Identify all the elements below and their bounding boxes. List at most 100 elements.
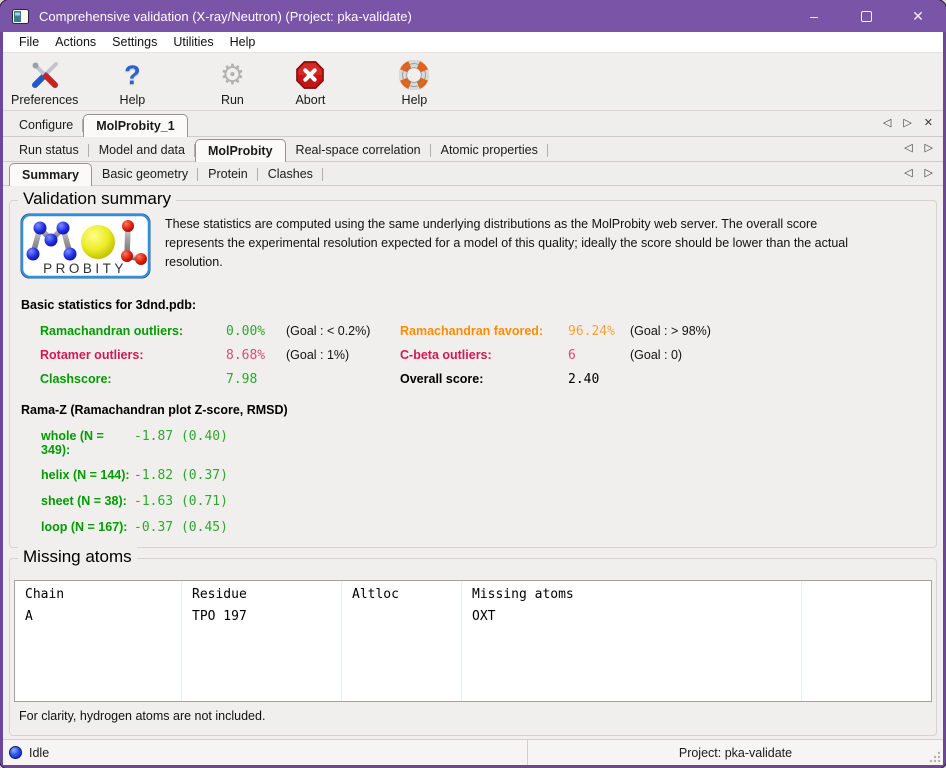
menu-actions[interactable]: Actions (55, 35, 97, 49)
summary-panel: Validation summary (3, 186, 943, 739)
molprobity-logo: PROBITY (20, 213, 151, 282)
toolbar: Preferences ? Help ⚙ Run Abort (3, 53, 943, 111)
statusbar: Idle Project: pka-validate (3, 739, 943, 765)
tab-scroll-right-icon[interactable]: ▷ (924, 142, 933, 154)
column-residue: Residue TPO 197 (182, 581, 342, 701)
table-cell[interactable]: TPO 197 (192, 609, 247, 624)
tab-molprobity-1[interactable]: MolProbity_1 (83, 114, 188, 137)
stat-value: 7.98 (226, 372, 258, 387)
validation-summary-title: Validation summary (18, 189, 177, 209)
window-title: Comprehensive validation (X-ray/Neutron)… (39, 8, 412, 24)
tab-scroll-left-icon[interactable]: ◁ (882, 116, 892, 129)
stat-goal: (Goal : > 98%) (630, 324, 711, 338)
column-altloc: Altloc (342, 581, 462, 701)
stat-value: 8.68% (226, 348, 266, 363)
validation-summary-group: Validation summary (9, 189, 937, 548)
rama-z-grid: whole (N = 349): -1.87 (0.40) helix (N =… (20, 429, 926, 535)
column-spacer (802, 581, 931, 701)
menu-help[interactable]: Help (229, 35, 256, 49)
rama-z-value: -0.37 (0.45) (134, 520, 228, 535)
abort-label: Abort (295, 93, 326, 107)
stat-label: Ramachandran favored: (400, 324, 544, 338)
table-cell[interactable] (352, 608, 461, 630)
help-label-1: Help (119, 93, 146, 107)
column-header[interactable]: Altloc (352, 587, 399, 602)
rama-z-value: -1.63 (0.71) (134, 494, 228, 509)
status-indicator-icon (9, 746, 22, 759)
column-chain: Chain A (15, 581, 182, 701)
tabrow-configure-level: Configure MolProbity_1 ◁ ▷ ✕ (3, 111, 943, 137)
status-text: Idle (29, 745, 50, 760)
rama-z-label: loop (N = 167): (41, 520, 128, 534)
menubar: File Actions Settings Utilities Help (3, 32, 943, 53)
app-icon (12, 8, 29, 24)
tab-run-status[interactable]: Run status (9, 139, 89, 161)
rama-z-title: Rama-Z (Ramachandran plot Z-score, RMSD) (21, 403, 288, 417)
stat-value: 6 (568, 348, 576, 363)
tab-scroll-left-icon[interactable]: ◁ (904, 142, 913, 154)
project-label: Project: pka-validate (678, 745, 793, 760)
stat-goal: (Goal : 1%) (286, 348, 350, 362)
tab-clashes[interactable]: Clashes (258, 163, 324, 185)
stat-value: 0.00% (226, 324, 266, 339)
menu-utilities[interactable]: Utilities (173, 35, 214, 49)
lifebuoy-icon (399, 58, 430, 92)
tab-configure[interactable]: Configure (9, 114, 84, 136)
rama-z-label: whole (N = 349): (41, 429, 104, 457)
run-button[interactable]: ⚙ Run (204, 58, 260, 108)
rama-z-label: helix (N = 144): (41, 468, 130, 482)
basic-stats-title: Basic statistics for 3dnd.pdb: (21, 298, 197, 312)
stat-value: 2.40 (568, 372, 600, 387)
tab-scroll-right-icon[interactable]: ▷ (924, 166, 933, 179)
column-header[interactable]: Residue (192, 587, 247, 602)
missing-atoms-table[interactable]: Chain A Residue TPO 197 Altloc Missing a… (14, 580, 932, 702)
tab-summary[interactable]: Summary (9, 163, 92, 186)
tab-atomic-properties[interactable]: Atomic properties (431, 139, 549, 161)
missing-atoms-group: Missing atoms Chain A Residue TPO 197 Al… (9, 547, 937, 736)
tabrow-validation-sections: Run status Model and data MolProbity Rea… (3, 137, 943, 162)
tab-protein[interactable]: Protein (198, 163, 258, 185)
column-header[interactable]: Missing atoms (472, 587, 574, 602)
column-header[interactable]: Chain (25, 587, 65, 602)
help-button-1[interactable]: ? Help (104, 58, 160, 107)
close-button[interactable]: ✕ (912, 7, 924, 24)
titlebar: Comprehensive validation (X-ray/Neutron)… (0, 0, 946, 32)
preferences-label: Preferences (11, 93, 79, 107)
tab-model-and-data[interactable]: Model and data (89, 139, 196, 161)
summary-description: These statistics are computed using the … (165, 217, 849, 269)
stat-label: Clashscore: (40, 372, 112, 386)
resize-grip[interactable] (929, 751, 941, 763)
menu-file[interactable]: File (19, 35, 40, 49)
maximize-button[interactable] (844, 2, 888, 30)
stat-label: C-beta outliers: (400, 348, 492, 362)
stat-label: Overall score: (400, 372, 484, 386)
tab-close-icon[interactable]: ✕ (923, 116, 933, 129)
tabrow-molprobity-subtabs: Summary Basic geometry Protein Clashes ◁… (3, 162, 943, 186)
hydrogen-note: For clarity, hydrogen atoms are not incl… (19, 709, 266, 723)
table-cell[interactable]: OXT (472, 609, 496, 624)
menu-settings[interactable]: Settings (112, 35, 158, 49)
column-missing-atoms: Missing atoms OXT (462, 581, 802, 701)
tab-real-space-correlation[interactable]: Real-space correlation (286, 139, 431, 161)
minimize-button[interactable]: – (810, 8, 818, 24)
table-cell[interactable]: A (25, 609, 33, 624)
missing-atoms-title: Missing atoms (18, 547, 137, 567)
help-button-2[interactable]: Help (386, 58, 442, 107)
gear-icon: ⚙ (219, 59, 245, 90)
run-label: Run (220, 93, 244, 107)
question-mark-icon: ? (124, 59, 141, 90)
tab-scroll-right-icon[interactable]: ▷ (903, 116, 912, 129)
tools-icon (29, 58, 61, 92)
tab-basic-geometry[interactable]: Basic geometry (92, 163, 199, 185)
stat-label: Rotamer outliers: (40, 348, 144, 362)
preferences-button[interactable]: Preferences (7, 58, 82, 107)
rama-z-value: -1.87 (0.40) (134, 429, 228, 444)
stat-goal: (Goal : 0) (630, 348, 683, 362)
stat-goal: (Goal : < 0.2%) (286, 324, 371, 338)
tab-scroll-left-icon[interactable]: ◁ (904, 166, 913, 179)
abort-button[interactable]: Abort (282, 58, 338, 107)
stat-value: 96.24% (568, 324, 615, 339)
stat-label: Ramachandran outliers: (40, 324, 184, 338)
tab-molprobity[interactable]: MolProbity (194, 139, 286, 162)
